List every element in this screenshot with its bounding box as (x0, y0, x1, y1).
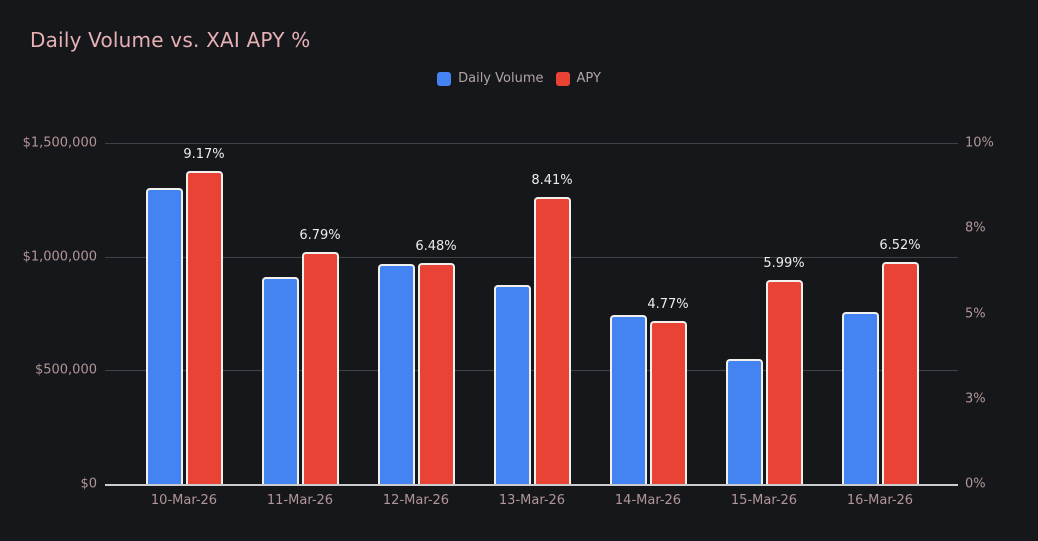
x-axis-label: 10-Mar-26 (150, 493, 218, 508)
apy-value-label: 4.77% (647, 297, 689, 313)
apy-value-label: 5.99% (763, 255, 805, 271)
legend-item-daily-volume[interactable]: Daily Volume (437, 71, 544, 86)
bar-groups: 9.17% 10-Mar-26 6.79% 11-Mar-26 6.48% 12-Mar-… (126, 143, 938, 508)
x-axis-label: 12-Mar-26 (382, 493, 450, 508)
left-axis-tick: $0 (80, 476, 97, 492)
daily-volume-bar[interactable] (145, 188, 183, 484)
bar-group: 5.99% 15-Mar-26 (706, 143, 822, 508)
x-axis-label: 15-Mar-26 (730, 493, 798, 508)
chart-title: Daily Volume vs. XAI APY % (30, 28, 311, 52)
left-axis-tick: $1,500,000 (22, 135, 97, 151)
daily-volume-bar[interactable] (841, 312, 879, 484)
bar-group: 6.52% 16-Mar-26 (822, 143, 938, 508)
right-axis-tick: 8% (965, 220, 986, 236)
x-axis-label: 14-Mar-26 (614, 493, 682, 508)
apy-bar[interactable]: 6.52% (879, 238, 921, 484)
gridline (105, 143, 958, 144)
right-axis-tick: 3% (965, 391, 986, 407)
plot-area: 9.17% 10-Mar-26 6.79% 11-Mar-26 6.48% 12-Mar-… (105, 143, 958, 508)
apy-bar[interactable]: 4.77% (647, 297, 689, 484)
legend-item-apy[interactable]: APY (555, 71, 601, 86)
legend: Daily Volume APY (0, 71, 1038, 86)
apy-swatch-icon (555, 71, 570, 86)
right-axis-tick: 5% (965, 306, 986, 321)
x-axis-label: 13-Mar-26 (498, 493, 566, 508)
apy-value-label: 6.48% (415, 239, 457, 255)
daily-volume-bar[interactable] (261, 277, 299, 484)
daily-volume-bar[interactable] (377, 263, 415, 484)
left-axis: $1,500,000 $1,000,000 $500,000 $0 (0, 136, 97, 492)
apy-bar[interactable]: 5.99% (763, 256, 805, 484)
x-axis-label: 16-Mar-26 (846, 493, 914, 508)
legend-label-daily-volume: Daily Volume (458, 71, 544, 86)
left-axis-tick: $500,000 (34, 362, 97, 378)
right-axis-tick: 0% (965, 476, 986, 492)
gridline (105, 256, 958, 258)
bar-group: 8.41% 13-Mar-26 (474, 143, 590, 508)
bar-group: 6.79% 11-Mar-26 (242, 143, 358, 508)
bar-group: 9.17% 10-Mar-26 (126, 143, 242, 508)
bar-group: 4.77% 14-Mar-26 (590, 143, 706, 508)
daily-volume-swatch-icon (437, 71, 452, 86)
apy-bar[interactable]: 9.17% (183, 147, 225, 484)
apy-bar[interactable]: 6.48% (415, 239, 457, 484)
apy-value-label: 8.41% (531, 173, 573, 189)
left-axis-tick: $1,000,000 (22, 249, 97, 265)
x-axis-label: 11-Mar-26 (266, 493, 334, 508)
right-axis: 10% 8% 5% 3% 0% (965, 136, 1035, 492)
bar-group: 6.48% 12-Mar-26 (358, 143, 474, 508)
apy-value-label: 6.52% (879, 237, 921, 253)
apy-value-label: 6.79% (299, 228, 341, 244)
gridline (105, 370, 958, 372)
daily-volume-bar[interactable] (725, 358, 763, 484)
daily-volume-bar[interactable] (609, 314, 647, 484)
apy-bar[interactable]: 8.41% (531, 173, 573, 484)
daily-volume-bar[interactable] (493, 285, 531, 484)
apy-bar[interactable]: 6.79% (299, 228, 341, 484)
right-axis-tick: 10% (965, 135, 994, 151)
apy-value-label: 9.17% (183, 147, 225, 163)
legend-label-apy: APY (576, 71, 601, 86)
